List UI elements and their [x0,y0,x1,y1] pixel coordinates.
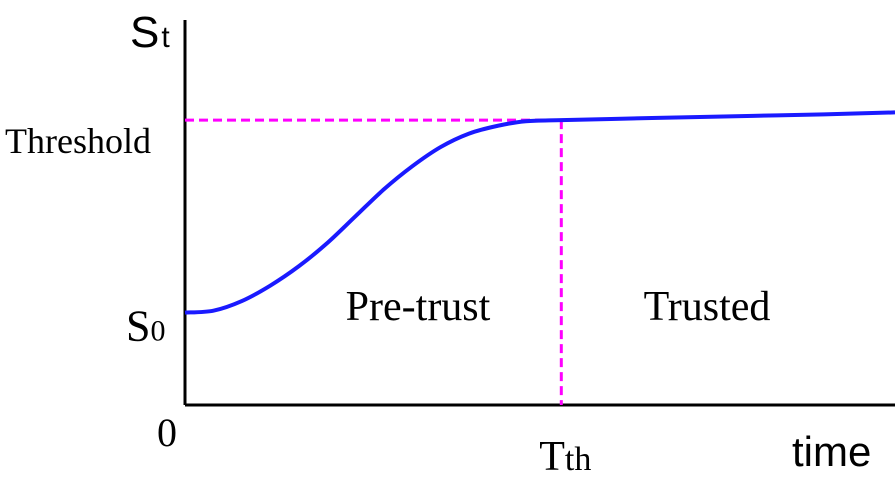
s0-tick-label: S0 [126,302,165,351]
pre-trust-region-label: Pre-trust [346,284,491,330]
origin-label: 0 [157,410,177,455]
x-axis-title: time [792,428,871,475]
threshold-tick-label: Threshold [5,121,151,161]
trusted-region-label: Trusted [644,284,771,330]
y-axis-title: St [130,8,170,57]
trust-curve [184,110,895,315]
tth-tick-label: Tth [539,434,591,480]
